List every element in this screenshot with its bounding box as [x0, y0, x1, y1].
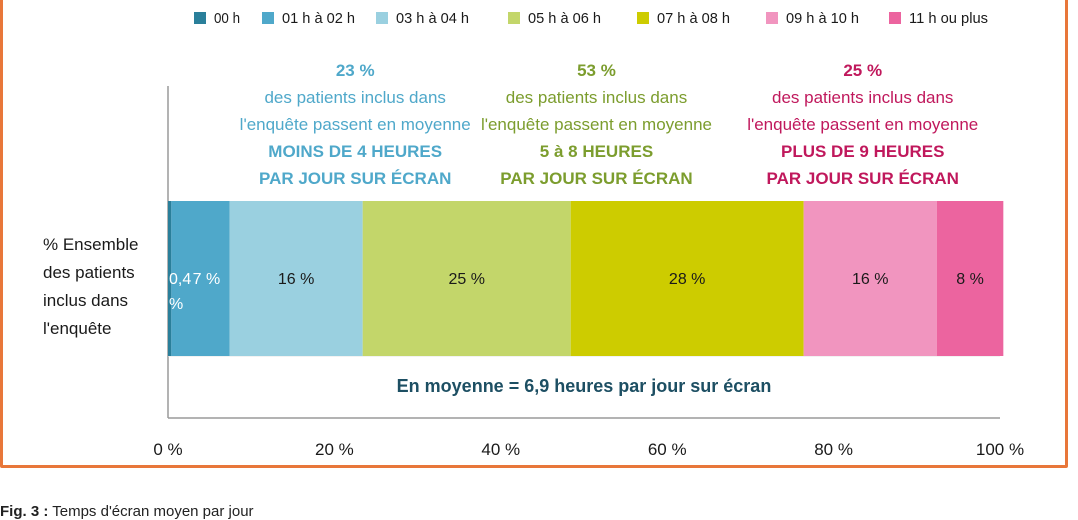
category-label: % Ensemble des patients inclus dans l'enquê…: [43, 235, 138, 338]
caption-text: Temps d'écran moyen par jour: [52, 503, 254, 520]
x-tick-label: 100 %: [976, 440, 1024, 459]
legend-swatch: [889, 12, 901, 24]
bars: [168, 201, 1004, 356]
category-label-line: des patients: [43, 263, 135, 282]
annotation-line: PAR JOUR SUR ÉCRAN: [500, 169, 692, 188]
annotation-line: PAR JOUR SUR ÉCRAN: [767, 169, 959, 188]
x-tick-label: 0 %: [153, 440, 182, 459]
bar-segment: [936, 201, 1004, 356]
category-label-line: % Ensemble: [43, 235, 138, 254]
x-tick-label: 80 %: [814, 440, 853, 459]
bar-value-label: 7 %: [193, 271, 221, 288]
annotation-line: 25 %: [843, 61, 882, 80]
annotations: 23 % des patients inclus dans l'enquête pa…: [240, 61, 979, 188]
x-tick-label: 60 %: [648, 440, 687, 459]
legend-swatch: [508, 12, 520, 24]
legend-label: 07 h à 08 h: [657, 10, 730, 27]
annotation-line: 23 %: [336, 61, 375, 80]
average-note: En moyenne = 6,9 heures par jour sur écr…: [397, 376, 772, 396]
annotation-line: PAR JOUR SUR ÉCRAN: [259, 169, 451, 188]
bar-segment: [168, 201, 172, 356]
x-tick-label: 40 %: [481, 440, 520, 459]
caption-prefix: Fig. 3 :: [0, 503, 49, 520]
legend-label: 03 h à 04 h: [396, 10, 469, 27]
legend-swatch: [194, 12, 206, 24]
bar-value-label: %: [169, 296, 183, 313]
annotation-line: l'enquête passent en moyenne: [240, 115, 471, 134]
chart-frame: [0, 0, 1068, 468]
annotation-line: l'enquête passent en moyenne: [747, 115, 978, 134]
legend-swatch: [637, 12, 649, 24]
legend-label: 05 h à 06 h: [528, 10, 601, 27]
x-tick-labels: 0 % 20 % 40 % 60 % 80 % 100 %: [153, 440, 1024, 459]
legend-label: 00 h: [214, 10, 240, 27]
bar-value-label: 25 %: [448, 271, 484, 288]
annotation-line: des patients inclus dans: [506, 88, 687, 107]
figure-caption: Fig. 3 : Temps d'écran moyen par jour: [0, 503, 254, 520]
bar-segment: [362, 201, 571, 356]
bar-segment: [803, 201, 937, 356]
legend-label: 09 h à 10 h: [786, 10, 859, 27]
category-label-line: inclus dans: [43, 291, 128, 310]
annotation-line: des patients inclus dans: [772, 88, 953, 107]
bar-labels: 0,4% 7 % 16 % 25 % 28 % 16 % 8 %: [169, 271, 984, 313]
bar-segment: [229, 201, 363, 356]
bar-segment: [171, 201, 230, 356]
category-label-line: l'enquête: [43, 319, 111, 338]
bar-value-label: 16 %: [278, 271, 314, 288]
bar-segment: [570, 201, 804, 356]
bar-value-label: 16 %: [852, 271, 888, 288]
annotation-line: l'enquête passent en moyenne: [481, 115, 712, 134]
legend-swatch: [376, 12, 388, 24]
annotation-line: MOINS DE 4 HEURES: [268, 142, 442, 161]
legend-swatch: [766, 12, 778, 24]
legend-label: 11 h ou plus: [909, 10, 988, 27]
annotation-line: PLUS DE 9 HEURES: [781, 142, 944, 161]
annotation-line: 5 à 8 HEURES: [540, 142, 653, 161]
bar-value-label: 28 %: [669, 271, 705, 288]
annotation-line: 53 %: [577, 61, 616, 80]
legend-label: 01 h à 02 h: [282, 10, 355, 27]
x-tick-label: 20 %: [315, 440, 354, 459]
bar-value-label: 8 %: [956, 271, 984, 288]
annotation-line: des patients inclus dans: [264, 88, 445, 107]
legend: 00 h 01 h à 02 h 03 h à 04 h 05 h à 06 h 07 …: [194, 10, 988, 27]
bar-value-label: 0,4: [169, 271, 191, 288]
legend-swatch: [262, 12, 274, 24]
